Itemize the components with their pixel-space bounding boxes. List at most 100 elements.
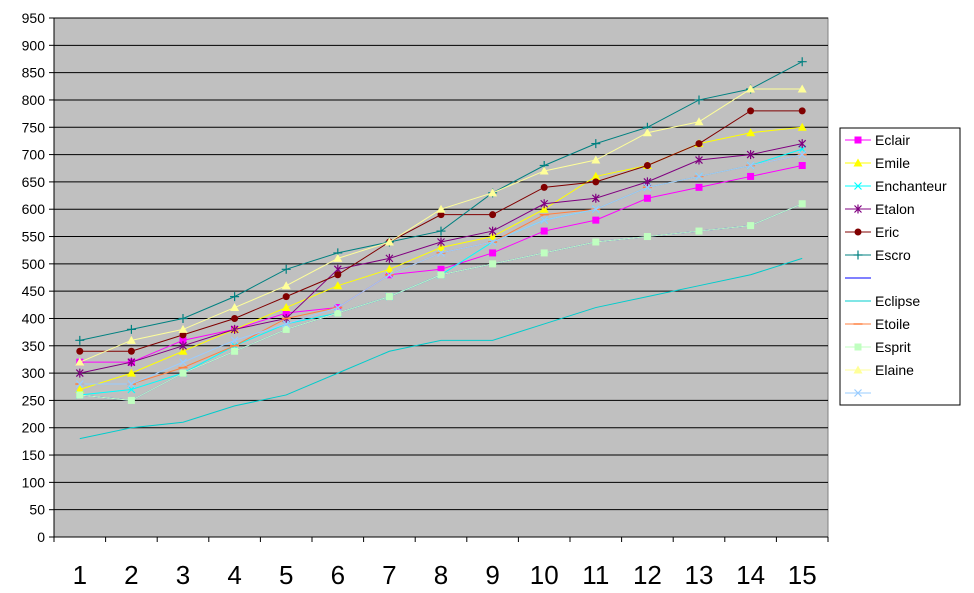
data-point-esprit — [798, 200, 806, 208]
data-point-emile — [539, 204, 549, 213]
data-point-etalon — [385, 253, 394, 263]
data-point-elaine — [126, 335, 136, 344]
data-point-unnamed-11 — [282, 320, 291, 328]
legend-label: Elaine — [875, 362, 914, 378]
x-axis: 1 2 3 4 5 6 7 8 9 10 11 12 13 14 15 — [53, 536, 829, 590]
data-point-unnamed-11 — [591, 205, 600, 214]
legend-label: Emile — [875, 155, 910, 171]
data-point-eric — [695, 140, 703, 148]
data-point-elaine — [694, 117, 704, 126]
legend-item-etoile: Etoile — [845, 316, 910, 332]
y-tick-label: 600 — [22, 201, 46, 217]
data-point-eric — [127, 347, 135, 355]
data-point-escro — [436, 226, 446, 236]
legend-item-enchanteur: Enchanteur — [845, 178, 947, 194]
data-point-esprit — [643, 233, 651, 241]
legend-item-etalon: Etalon — [845, 201, 915, 217]
data-point-unnamed-11 — [333, 303, 342, 312]
y-axis: 0 50 100 150 200 250 300 350 400 450 500 550 600 650 7… — [22, 10, 55, 545]
data-point-elaine — [436, 204, 446, 213]
data-point-etalon — [591, 193, 600, 203]
data-point-esprit — [334, 309, 342, 317]
y-tick-label: 0 — [37, 529, 45, 545]
data-point-emile — [126, 368, 136, 377]
y-tick-label: 300 — [22, 365, 46, 381]
data-point-esprit — [695, 227, 703, 235]
data-point-eclair — [282, 309, 290, 317]
data-point-elaine — [178, 324, 188, 333]
data-point-unnamed-11 — [798, 150, 807, 159]
data-point-elaine — [281, 281, 291, 290]
data-point-eclair — [695, 183, 703, 191]
series-eclipse — [79, 257, 803, 440]
legend-marker — [853, 365, 863, 374]
x-tick-label: 1 — [73, 560, 87, 590]
data-point-eric — [592, 178, 600, 186]
data-point-emile — [488, 232, 498, 241]
legend-label: Escro — [875, 247, 911, 263]
series-etalon — [75, 139, 807, 378]
legend-label: Etalon — [875, 201, 915, 217]
x-tick-label: 7 — [382, 560, 396, 590]
data-point-etalon — [437, 237, 445, 247]
legend-marker — [854, 228, 862, 236]
x-tick-label: 10 — [530, 560, 559, 590]
legend-label: Eric — [875, 224, 899, 240]
data-point-etalon — [179, 341, 187, 351]
legend-label: Etoile — [875, 316, 910, 332]
legend-item-eclipse: Eclipse — [845, 293, 920, 309]
series-elaine — [75, 84, 807, 366]
y-tick-label: 550 — [22, 229, 46, 245]
series-esprit — [76, 200, 806, 404]
data-point-elaine — [642, 128, 652, 137]
x-tick-label: 11 — [582, 560, 609, 590]
data-point-etalon — [540, 199, 549, 209]
x-tick-label: 2 — [124, 560, 138, 590]
data-point-eric — [489, 211, 497, 219]
data-point-unnamed-11 — [643, 183, 652, 192]
y-tick-label: 650 — [22, 174, 46, 190]
data-point-etalon — [230, 324, 239, 334]
data-point-emile — [333, 281, 343, 290]
y-tick-label: 800 — [22, 92, 46, 108]
data-point-etalon — [127, 357, 136, 367]
legend-item-emile: Emile — [845, 155, 910, 171]
data-point-esprit — [282, 325, 290, 333]
data-point-eclair — [798, 162, 806, 170]
data-point-unnamed-11 — [695, 172, 703, 181]
data-point-emile — [384, 264, 394, 273]
y-tick-label: 400 — [22, 310, 46, 326]
data-point-unnamed-11 — [75, 380, 84, 388]
data-point-escro — [797, 57, 807, 67]
data-point-eclair — [179, 336, 187, 344]
series-eric — [76, 107, 806, 355]
data-point-escro — [591, 139, 601, 149]
data-point-unnamed-11 — [230, 336, 239, 345]
x-tick-label: 8 — [434, 560, 448, 590]
y-tick-label: 150 — [22, 447, 46, 463]
x-tick-label: 14 — [736, 560, 765, 590]
data-point-eric — [231, 314, 239, 322]
data-point-elaine — [75, 357, 85, 366]
legend: Eclair Emile Enchanteur Etalon Eric Escro Ecli… — [839, 127, 961, 406]
y-tick-label: 900 — [22, 37, 46, 53]
data-point-eric — [540, 183, 548, 191]
data-point-elaine — [384, 237, 394, 246]
data-point-escro — [281, 264, 291, 274]
y-tick-label: 350 — [22, 338, 46, 354]
x-tick-label: 4 — [227, 560, 241, 590]
data-point-escro — [126, 324, 136, 334]
y-tick-label: 200 — [22, 420, 46, 436]
y-tick-label: 450 — [22, 283, 46, 299]
series-group — [75, 57, 807, 440]
data-point-unnamed-11 — [488, 238, 497, 246]
data-point-esprit — [437, 271, 445, 279]
data-point-emile — [75, 384, 85, 393]
y-tick-label: 750 — [22, 119, 46, 135]
data-point-etalon — [488, 226, 497, 236]
x-tick-label: 13 — [685, 560, 714, 590]
data-point-etalon — [695, 155, 703, 165]
y-tick-label: 850 — [22, 65, 46, 81]
